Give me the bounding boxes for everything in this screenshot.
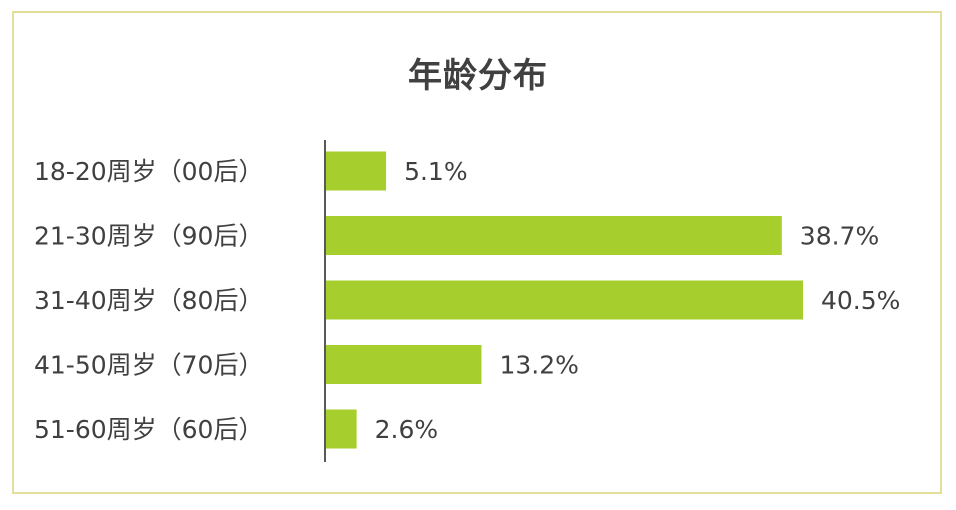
category-label-3: 41-50周岁（70后） [34,351,263,380]
labels-layer: 18-20周岁（00后） 5.1% 21-30周岁（90后） 38.7% 31-40周岁… [34,157,900,444]
bar-4 [326,409,357,449]
value-label-1: 38.7% [800,222,879,251]
bar-0 [326,151,387,191]
bar-1 [326,216,782,255]
bar-3 [326,345,482,384]
value-label-0: 5.1% [404,157,468,186]
bars-layer [326,151,803,449]
value-label-2: 40.5% [821,286,900,315]
bar-2 [326,280,803,320]
chart-title: 年龄分布 [408,56,548,96]
category-label-1: 21-30周岁（90后） [34,222,263,251]
category-label-4: 51-60周岁（60后） [34,415,263,444]
value-label-4: 2.6% [375,415,439,444]
category-label-2: 31-40周岁（80后） [34,286,263,315]
category-label-0: 18-20周岁（00后） [34,157,263,186]
value-label-3: 13.2% [499,351,578,380]
